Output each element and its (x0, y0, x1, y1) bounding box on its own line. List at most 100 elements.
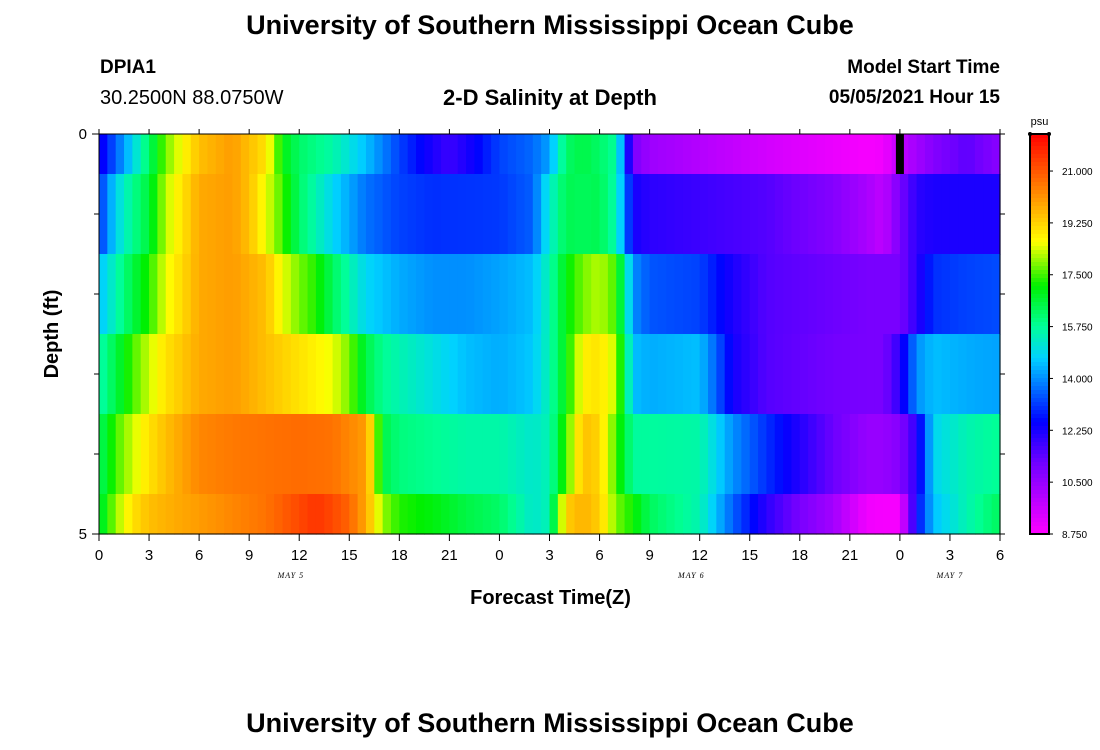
heatmap-cell (924, 174, 934, 255)
colorbar-segment (1030, 434, 1049, 439)
heatmap-cell (449, 134, 459, 175)
heatmap-cell (649, 414, 659, 495)
heatmap-cell (716, 254, 726, 335)
heatmap-cell (766, 174, 776, 255)
x-tick-label: 6 (595, 547, 603, 564)
heatmap-cell (783, 414, 793, 495)
heatmap-cell (741, 174, 751, 255)
heatmap-cell (566, 494, 576, 535)
heatmap-cell (858, 494, 868, 535)
heatmap-cell (449, 494, 459, 535)
heatmap-cell (749, 134, 759, 175)
heatmap-cell (491, 254, 501, 335)
heatmap-cell (908, 414, 918, 495)
colorbar-segment (1030, 214, 1049, 219)
colorbar-segment (1030, 174, 1049, 179)
heatmap-cell (949, 254, 959, 335)
heatmap-cell (265, 174, 275, 255)
heatmap-cell (774, 134, 784, 175)
heatmap-cell (174, 494, 184, 535)
heatmap-cell (666, 494, 676, 535)
heatmap-cell (499, 134, 509, 175)
heatmap-cell (783, 174, 793, 255)
colorbar-segment (1030, 142, 1049, 147)
heatmap-cell (491, 334, 501, 415)
heatmap-cell (365, 134, 375, 175)
heatmap-cell (416, 334, 425, 415)
heatmap-cell (224, 334, 234, 415)
heatmap-cell (315, 334, 325, 415)
heatmap-cell (349, 334, 359, 415)
colorbar-segment (1030, 402, 1049, 407)
heatmap-cell (541, 494, 551, 535)
heatmap-cell (307, 414, 317, 495)
heatmap-cell (332, 134, 342, 175)
heatmap-cell (974, 494, 984, 535)
heatmap-cell (991, 494, 1001, 535)
heatmap-cell (207, 334, 217, 415)
x-tick-label: 9 (645, 547, 653, 564)
heatmap-cell (149, 334, 158, 415)
colorbar-segment (1030, 510, 1049, 515)
heatmap-cell (691, 174, 701, 255)
heatmap-cell (190, 254, 200, 335)
heatmap-cell (240, 494, 250, 535)
colorbar-segment (1030, 338, 1049, 343)
heatmap-cell (299, 494, 309, 535)
heatmap-cell (591, 254, 601, 335)
heatmap-cell (866, 174, 876, 255)
colorbar-segment (1030, 186, 1049, 191)
heatmap-cell (766, 334, 776, 415)
heatmap-cell (632, 174, 642, 255)
heatmap-cell (441, 134, 450, 175)
heatmap-cell (99, 334, 108, 415)
heatmap-cell (207, 254, 217, 335)
heatmap-cell (399, 174, 409, 255)
heatmap-cell (132, 334, 142, 415)
heatmap-cell (449, 254, 459, 335)
heatmap-cell (449, 334, 459, 415)
heatmap-cell (908, 134, 918, 175)
colorbar-segment (1030, 330, 1049, 335)
heatmap-cell (716, 334, 726, 415)
colorbar-segment (1030, 410, 1049, 415)
heatmap-cell (182, 414, 192, 495)
heatmap-cell (733, 254, 742, 335)
heatmap-cell (599, 414, 609, 495)
y-tick-label: 5 (79, 526, 87, 543)
heatmap-cell (783, 334, 793, 415)
colorbar-segment (1030, 306, 1049, 311)
heatmap-cell (591, 334, 601, 415)
heatmap-cell (874, 414, 884, 495)
heatmap-cell (357, 134, 367, 175)
heatmap-cell (783, 134, 793, 175)
heatmap-cell (399, 334, 409, 415)
colorbar-units: psu (1031, 116, 1049, 128)
heatmap-cell (966, 174, 976, 255)
heatmap-cell (699, 334, 709, 415)
heatmap-cell (749, 414, 759, 495)
heatmap-cell (657, 134, 667, 175)
heatmap-cell (883, 494, 893, 535)
colorbar-segment (1030, 266, 1049, 271)
heatmap-cell (783, 494, 793, 535)
heatmap-cell (549, 134, 559, 175)
heatmap-cell (115, 254, 125, 335)
heatmap-cell (666, 334, 676, 415)
heatmap-cell (691, 414, 701, 495)
heatmap-cell (307, 494, 317, 535)
heatmap-cell (274, 494, 284, 535)
heatmap-cell (874, 254, 884, 335)
heatmap-cell (641, 254, 651, 335)
heatmap-cell (424, 174, 434, 255)
heatmap-cell (416, 174, 425, 255)
colorbar-segment (1030, 238, 1049, 243)
heatmap-cell (599, 254, 609, 335)
heatmap-cell (524, 254, 534, 335)
heatmap-cell (107, 494, 117, 535)
heatmap-cell (816, 494, 826, 535)
heatmap-cell (357, 174, 367, 255)
heatmap-cell (365, 494, 375, 535)
heatmap-cell (941, 174, 951, 255)
heatmap-cell (215, 134, 225, 175)
